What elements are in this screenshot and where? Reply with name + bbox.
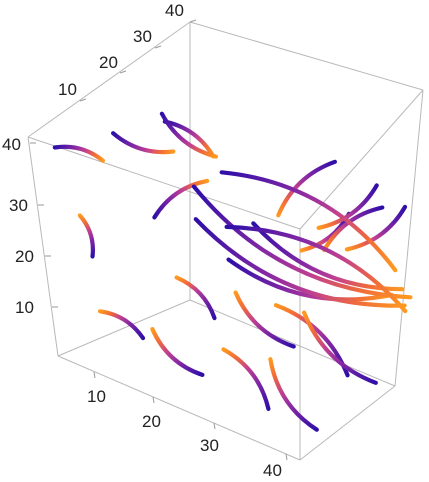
streamline bbox=[233, 290, 296, 349]
streamline bbox=[152, 178, 210, 220]
frame-top-front-right bbox=[299, 89, 424, 230]
tick-marks bbox=[30, 19, 288, 461]
ztick-label: 20 bbox=[15, 247, 34, 266]
ytick-label: 10 bbox=[58, 80, 77, 99]
frame-bottom-front-right bbox=[299, 385, 396, 461]
xtick-label: 30 bbox=[200, 436, 219, 455]
streamline bbox=[276, 159, 337, 218]
streamline bbox=[111, 131, 176, 155]
xtick-label: 10 bbox=[87, 387, 106, 406]
frame-back-bottom-left bbox=[57, 299, 191, 357]
ytick-label: 30 bbox=[133, 27, 152, 46]
streamline bbox=[302, 310, 378, 385]
ytick-mark-10 bbox=[79, 98, 87, 102]
streamline bbox=[344, 204, 408, 252]
ztick-label: 10 bbox=[15, 298, 34, 317]
frame-back-top-left bbox=[27, 21, 191, 138]
streamline bbox=[221, 347, 271, 411]
streamline bbox=[174, 275, 217, 321]
ytick-label: 40 bbox=[165, 1, 184, 20]
xtick-mark-30 bbox=[213, 422, 216, 430]
streamline bbox=[193, 217, 407, 308]
xtick-mark-10 bbox=[93, 371, 96, 379]
streamline bbox=[159, 111, 218, 159]
frame-back-top-right bbox=[189, 21, 424, 91]
streamline bbox=[97, 309, 146, 341]
streamline bbox=[268, 357, 319, 432]
xtick-mark-20 bbox=[152, 396, 155, 404]
ztick-label: 40 bbox=[2, 135, 21, 154]
streamline bbox=[316, 183, 379, 230]
streamlines bbox=[52, 111, 413, 432]
frame-left-vertical bbox=[27, 136, 59, 357]
streamline bbox=[224, 224, 408, 314]
ytick-mark-20 bbox=[119, 70, 127, 74]
ytick-mark-30 bbox=[154, 45, 162, 49]
frame-top-front-left bbox=[27, 136, 301, 230]
frame-bottom-front-left bbox=[57, 355, 301, 461]
ytick-label: 20 bbox=[99, 53, 118, 72]
plot-box-frame bbox=[27, 21, 424, 461]
streamline bbox=[226, 257, 394, 302]
tick-labels: 10 20 30 40 10 20 30 40 10 20 30 40 bbox=[2, 1, 282, 480]
xtick-mark-40 bbox=[285, 453, 288, 461]
ztick-label: 30 bbox=[9, 196, 28, 215]
frame-right-vertical bbox=[394, 89, 424, 387]
streamline bbox=[150, 327, 205, 377]
frame-back-bottom-right bbox=[189, 299, 396, 387]
streamline bbox=[219, 170, 398, 273]
xtick-label: 40 bbox=[263, 461, 282, 480]
streamline bbox=[77, 213, 95, 259]
streamline bbox=[191, 184, 413, 300]
xtick-label: 20 bbox=[142, 412, 161, 431]
streamline bbox=[52, 144, 105, 163]
ytick-mark-40 bbox=[189, 19, 197, 23]
